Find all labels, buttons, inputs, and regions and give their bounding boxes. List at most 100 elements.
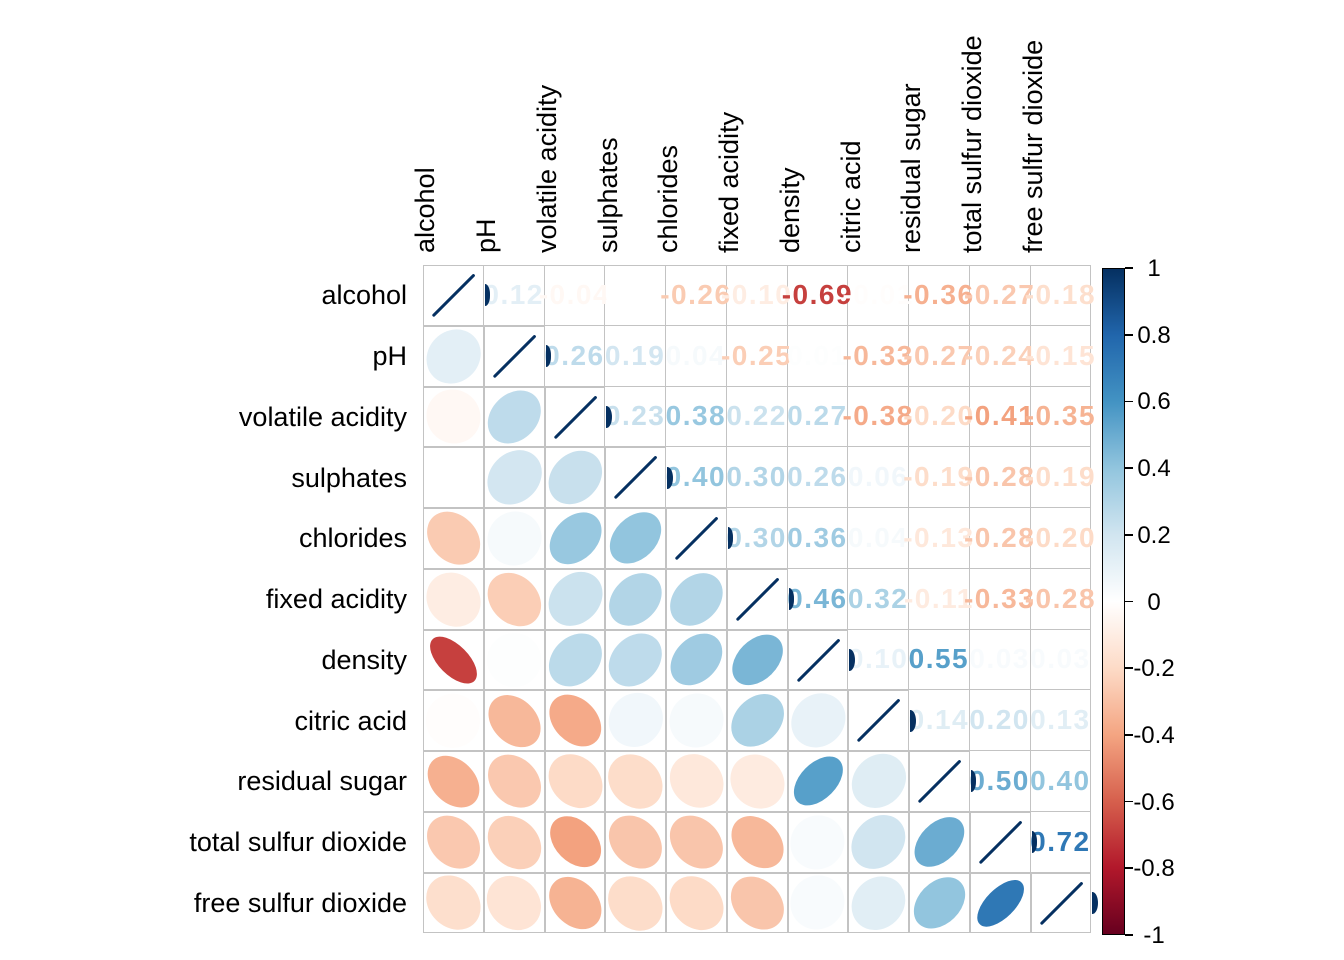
correlation-value: -0.18 xyxy=(1024,278,1097,310)
diagonal-line-glyph xyxy=(856,698,901,743)
ellipse-glyph xyxy=(597,743,674,820)
ellipse-glyph xyxy=(722,625,792,695)
matrix-cell-diagonal xyxy=(848,690,909,751)
correlation-value: -0.33 xyxy=(842,339,914,371)
matrix-cell-ellipse xyxy=(600,502,672,574)
ellipse-glyph xyxy=(720,865,795,940)
matrix-cell-number: 0.03 xyxy=(1030,629,1092,691)
matrix-cell-number: 0.50 xyxy=(969,751,1031,812)
correlation-value: 0.12 xyxy=(483,278,544,310)
correlation-value: -0.11 xyxy=(903,582,974,614)
matrix-cell-ellipse xyxy=(597,682,674,759)
correlation-value: -0.28 xyxy=(963,521,1036,553)
correlation-value: 0.00 xyxy=(604,278,666,310)
correlation-value: 0.30 xyxy=(726,521,787,553)
matrix-cell-ellipse xyxy=(905,807,974,877)
matrix-cell-ellipse xyxy=(779,682,857,759)
matrix-cell-number: -0.35 xyxy=(1025,386,1095,448)
ellipse-glyph xyxy=(476,804,552,880)
correlation-value: -0.28 xyxy=(1024,582,1097,614)
correlation-value: 0.32 xyxy=(847,582,909,614)
matrix-cell-ellipse xyxy=(476,804,552,880)
correlation-value: 0.27 xyxy=(787,400,848,432)
correlation-value: 0.03 xyxy=(1030,643,1091,675)
ellipse-glyph xyxy=(415,560,492,638)
correlation-value: 0.01 xyxy=(787,339,848,371)
ellipse-glyph xyxy=(539,502,611,575)
ellipse-glyph xyxy=(840,864,917,941)
ellipse-glyph xyxy=(969,872,1031,934)
correlation-value: 0.26 xyxy=(787,461,848,493)
matrix-cell-ellipse xyxy=(840,864,917,941)
diagonal-value-overflow-artifact xyxy=(484,284,491,307)
correlation-value: 0.26 xyxy=(544,339,605,371)
diagonal-value-overflow-artifact xyxy=(910,709,916,732)
ellipse-glyph xyxy=(476,379,552,455)
diagonal-value-overflow-artifact xyxy=(727,527,734,550)
matrix-cell-number: 0.06 xyxy=(848,447,909,508)
correlation-value: -0.19 xyxy=(903,461,975,493)
matrix-cell-number: -0.15 xyxy=(1025,325,1095,387)
row-label-chlorides: chlorides xyxy=(298,523,407,554)
column-label-free-sulfur-dioxide: free sulfur dioxide xyxy=(1017,39,1048,253)
correlation-value: -0.13 xyxy=(903,521,975,553)
correlation-value: 0.10 xyxy=(847,643,909,675)
correlation-value: -0.69 xyxy=(781,278,854,310)
matrix-cell-number: 0.01 xyxy=(787,325,849,387)
matrix-cell-number: 0.32 xyxy=(847,568,909,630)
ellipse-glyph xyxy=(659,562,734,636)
ellipse-glyph xyxy=(658,743,735,820)
matrix-cell-number: -0.26 xyxy=(660,265,730,326)
diagonal-value-overflow-artifact xyxy=(849,648,855,671)
correlation-value: 0.13 xyxy=(1030,704,1091,736)
matrix-cell-number: 0.72 xyxy=(1030,811,1092,873)
column-label-alcohol: alcohol xyxy=(410,167,441,253)
matrix-cell-ellipse xyxy=(417,745,490,818)
colorbar-tick xyxy=(1125,667,1133,670)
ellipse-glyph xyxy=(477,744,552,819)
ellipse-glyph xyxy=(658,682,735,759)
matrix-cell-ellipse xyxy=(903,867,975,939)
ellipse-glyph xyxy=(476,439,553,516)
matrix-cell-diagonal xyxy=(423,265,484,326)
ellipse-glyph xyxy=(720,684,794,758)
colorbar-tick xyxy=(1125,267,1133,269)
matrix-cell-number: 0.30 xyxy=(726,508,788,569)
correlation-value: -0.36 xyxy=(903,278,975,310)
matrix-cell-number: 0.19 xyxy=(605,325,666,387)
colorbar-gradient xyxy=(1102,268,1125,935)
ellipse-glyph xyxy=(415,439,492,516)
ellipse-glyph xyxy=(905,807,974,877)
diagonal-value-overflow-artifact xyxy=(1092,891,1098,914)
matrix-cell-number: 0.23 xyxy=(604,386,666,448)
correlation-value: -0.20 xyxy=(1024,521,1097,553)
ellipse-glyph xyxy=(416,805,491,880)
matrix-cell-ellipse xyxy=(415,378,492,456)
matrix-cell-number: -0.19 xyxy=(903,447,973,508)
matrix-cell-ellipse xyxy=(539,806,611,878)
correlation-value: -0.27 xyxy=(903,339,975,371)
ellipse-glyph xyxy=(476,561,552,637)
ellipse-glyph xyxy=(537,561,613,637)
ellipse-glyph xyxy=(598,562,673,636)
diagonal-line-glyph xyxy=(613,455,658,500)
ellipse-glyph xyxy=(720,805,794,879)
matrix-cell-ellipse xyxy=(659,805,734,880)
matrix-cell-ellipse xyxy=(477,684,551,758)
ellipse-glyph xyxy=(538,866,612,940)
matrix-cell-number: -0.20 xyxy=(1025,508,1095,569)
matrix-cell-ellipse xyxy=(598,805,673,880)
colorbar-tick-label: -0.4 xyxy=(1133,721,1175,749)
colorbar-tick-label: -0.6 xyxy=(1133,788,1175,816)
correlation-value: 0.23 xyxy=(604,400,666,432)
matrix-cell-ellipse xyxy=(537,622,612,697)
matrix-cell-ellipse xyxy=(415,318,492,395)
correlation-value: -0.25 xyxy=(720,339,793,371)
correlation-value: 0.55 xyxy=(908,643,970,675)
colorbar-tick-label: -0.2 xyxy=(1133,655,1175,683)
ellipse-glyph xyxy=(475,500,553,577)
correlation-value: 0.03 xyxy=(969,643,1030,675)
ellipse-glyph xyxy=(659,805,734,880)
row-label-fixed-acidity: fixed acidity xyxy=(265,584,407,615)
ellipse-glyph xyxy=(415,682,492,759)
